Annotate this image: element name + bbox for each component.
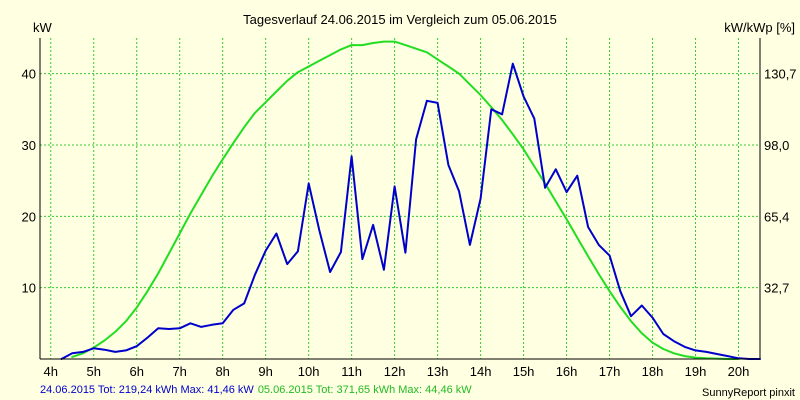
x-tick-label: 11h (341, 364, 362, 379)
tick-labels: 4h 5h 6h 7h 8h 9h 10h 11h 12h 13h 14h 15h 16h 17h 18h 1… (22, 67, 797, 379)
y-axis-label-right: kW/kWp [%] (724, 20, 795, 35)
x-tick-label: 18h (642, 364, 664, 379)
y-tick-label-left: 30 (22, 138, 36, 153)
y-axis-label-left: kW (33, 20, 53, 35)
x-tick-label: 14h (470, 364, 492, 379)
y-tick-label-right: 32,7 (764, 281, 789, 296)
footer-summary: 24.06.2015 Tot: 219,24 kWh Max: 41,46 kW… (40, 384, 472, 396)
plot-background (40, 38, 760, 359)
y-tick-label-right: 65,4 (764, 209, 789, 224)
x-tick-label: 10h (298, 364, 320, 379)
x-tick-label: 8h (215, 364, 229, 379)
x-tick-label: 12h (384, 364, 406, 379)
series-layer (60, 40, 761, 360)
axes (39, 38, 761, 360)
x-tick-label: 16h (556, 364, 578, 379)
chart-title: Tagesverlauf 24.06.2015 im Vergleich zum… (243, 12, 557, 27)
x-tick-label: 6h (129, 364, 143, 379)
y-tick-label-right: 130,7 (764, 67, 797, 82)
footer-series-1: 24.06.2015 Tot: 219,24 kWh Max: 41,46 kW (40, 384, 254, 396)
x-tick-label: 19h (685, 364, 707, 379)
x-tick-label: 13h (427, 364, 449, 379)
x-tick-label: 15h (513, 364, 535, 379)
x-tick-label: 7h (172, 364, 186, 379)
series-line-05-06-2015 (71, 40, 740, 360)
y-tick-label-left: 40 (22, 67, 36, 82)
x-tick-label: 5h (86, 364, 100, 379)
x-tick-label: 20h (728, 364, 750, 379)
x-tick-label: 4h (44, 364, 58, 379)
series-line-24-06-2015 (60, 62, 761, 360)
plot-area (40, 38, 760, 359)
footer-credit: SunnyReport pinxit (702, 387, 795, 399)
x-tick-label: 9h (258, 364, 272, 379)
y-tick-label-left: 10 (22, 281, 36, 296)
y-tick-label-right: 98,0 (764, 138, 789, 153)
footer-series-2: 05.06.2015 Tot: 371,65 kWh Max: 44,46 kW (258, 384, 472, 396)
y-tick-label-left: 20 (22, 209, 36, 224)
x-tick-label: 17h (599, 364, 621, 379)
